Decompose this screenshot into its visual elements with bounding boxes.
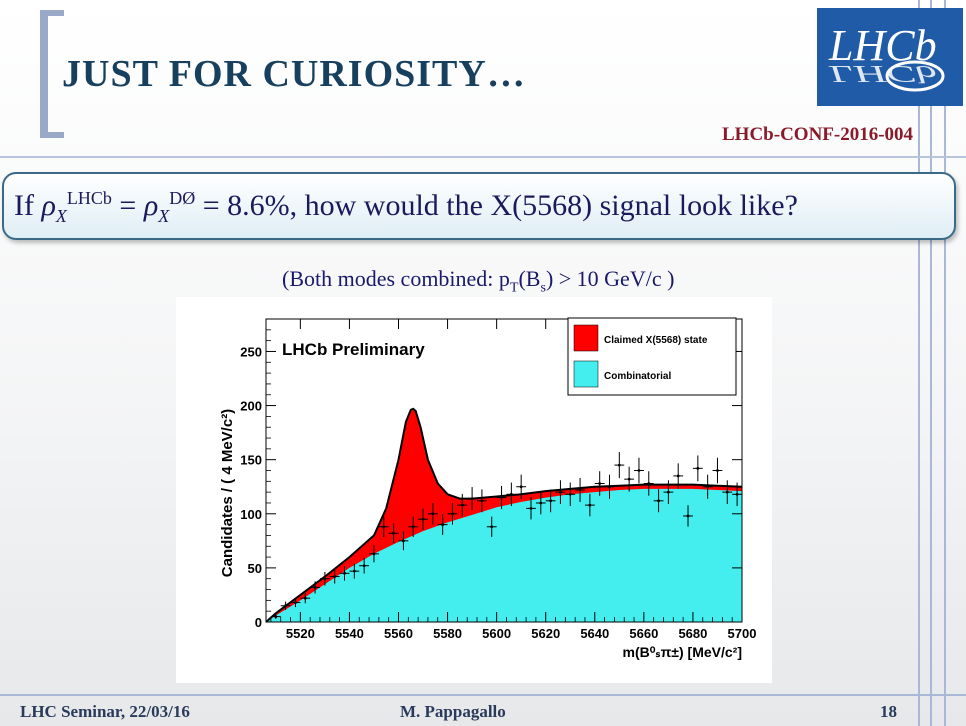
data-point [408, 516, 419, 537]
data-point [496, 485, 507, 510]
data-point [535, 491, 546, 515]
data-point [319, 571, 330, 586]
x-tick-label: 5600 [482, 626, 511, 641]
x-tick-label: 5540 [335, 626, 364, 641]
data-point [388, 523, 399, 544]
data-point [653, 489, 664, 513]
data-point [457, 493, 468, 517]
data-point [526, 497, 536, 520]
y-tick-label: 50 [248, 561, 262, 576]
chart-legend: Claimed X(5568) state Combinatorial [567, 317, 737, 396]
decor-line [918, 0, 920, 726]
x-tick-label: 5700 [728, 626, 757, 641]
legend-swatch-combinatorial [573, 360, 599, 388]
data-point [477, 489, 487, 513]
data-point [673, 463, 684, 489]
footer-event: LHC Seminar, 22/03/16 [20, 702, 190, 721]
data-point [555, 480, 566, 504]
y-tick-label: 200 [240, 399, 262, 414]
y-tick-label: 100 [240, 507, 262, 522]
question-text: If ρXLHCb = ρXDØ = 8.6%, how would the X… [14, 188, 798, 226]
data-point [692, 455, 703, 482]
data-point [300, 593, 311, 604]
data-point [545, 489, 556, 513]
legend-swatch-claimed [573, 324, 599, 352]
data-point [310, 581, 320, 594]
slide-title: JUST FOR CURIOSITY… [62, 53, 526, 95]
combinatorial-area [266, 488, 742, 622]
x-tick-label: 5680 [678, 626, 707, 641]
data-point [280, 601, 291, 610]
data-point [722, 480, 733, 504]
footer-author: M. Pappagallo [400, 702, 506, 721]
data-point [418, 508, 428, 530]
data-point [663, 480, 674, 504]
title-bracket [40, 10, 64, 138]
data-point [378, 516, 389, 537]
question-box: If ρXLHCb = ρXDØ = 8.6%, how would the X… [2, 172, 956, 240]
plot-frame: 5520 5540 5560 5580 5600 5620 5640 5660 5680 5700… [176, 297, 772, 683]
rho-lhcb-sup: LHCb [66, 188, 112, 208]
data-point [270, 614, 281, 620]
data-point [702, 474, 713, 499]
data-point [683, 505, 693, 527]
data-point [447, 502, 458, 525]
mass-spectrum-chart: 5520 5540 5560 5580 5600 5620 5640 5660 5680 5700… [219, 317, 757, 660]
y-axis-label: Candidates / ( 4 MeV/c²) [219, 409, 236, 577]
data-point [486, 516, 497, 537]
rho-lhcb-sub: X [55, 206, 67, 226]
plot-caption: (Both modes combined: pT(Bs) > 10 GeV/c … [282, 266, 675, 296]
data-point [467, 487, 478, 511]
data-point [339, 566, 350, 581]
data-point [604, 474, 615, 499]
x-tick-label: 5580 [433, 626, 462, 641]
data-point [732, 482, 742, 507]
data-point [427, 502, 438, 525]
data-point [643, 471, 654, 496]
legend-label-claimed: Claimed X(5568) state [604, 335, 708, 346]
data-point [329, 569, 340, 584]
y-tick-label: 150 [240, 453, 262, 468]
data-point [359, 557, 370, 574]
rho-d0-sub: X [158, 206, 170, 226]
data-point [712, 457, 723, 484]
data-point [594, 471, 605, 496]
x-tick-label: 5520 [286, 626, 315, 641]
lhcb-logo: LHCb LHCb [817, 8, 963, 106]
data-point [506, 482, 517, 507]
data-point [624, 466, 635, 492]
data-point [349, 563, 360, 579]
page-number: 18 [880, 702, 897, 721]
header-divider [0, 156, 966, 158]
conference-reference: LHCb-CONF-2016-004 [722, 124, 914, 145]
data-point [369, 545, 379, 563]
data-point [437, 514, 448, 535]
data-point [614, 452, 625, 479]
svg-text:LHCb: LHCb [828, 61, 937, 88]
data-point [290, 597, 301, 608]
x-tick-label: 5640 [580, 626, 609, 641]
decor-line [944, 0, 946, 726]
x-tick-label: 5620 [531, 626, 560, 641]
data-point [565, 482, 576, 507]
total-fit-line [265, 407, 743, 623]
rho-d0-sup: DØ [169, 188, 196, 208]
x-axis-label: m(B⁰ₛπ±) [MeV/c²] [623, 644, 742, 660]
decor-line [930, 0, 932, 726]
y-tick-label: 250 [240, 344, 262, 359]
chart-title: LHCb Preliminary [282, 340, 425, 359]
y-tick-label: 0 [255, 615, 262, 630]
x-tick-label: 5660 [629, 626, 658, 641]
data-point [398, 531, 409, 551]
data-point [516, 474, 527, 499]
data-point [584, 493, 595, 517]
x-tick-label: 5560 [384, 626, 413, 641]
footer-divider [0, 694, 966, 696]
data-point [634, 457, 644, 484]
data-point [575, 478, 585, 502]
legend-label-combinatorial: Combinatorial [604, 371, 671, 382]
